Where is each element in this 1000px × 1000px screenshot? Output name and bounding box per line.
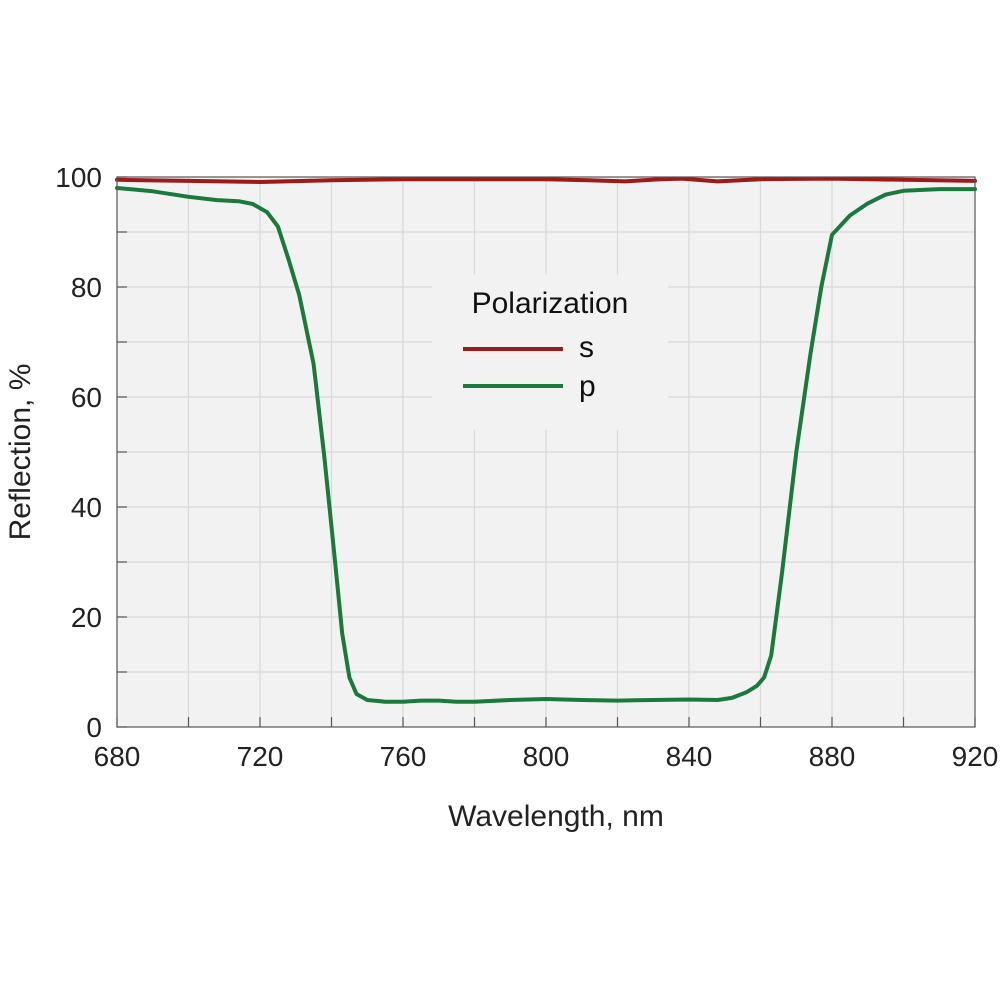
x-tick-label: 800 [523, 741, 570, 772]
series-line-p [115, 186, 977, 704]
y-tick-label: 40 [71, 492, 102, 523]
tick-labels: 680 720 760 800 840 880 920 0 20 40 60 80 100 [55, 162, 998, 772]
series-layer [115, 176, 977, 704]
x-tick-label: 840 [666, 741, 713, 772]
tick-marks [116, 176, 976, 728]
y-tick-label: 100 [55, 162, 102, 193]
series-line-s [115, 176, 977, 184]
legend-title: Polarization [472, 287, 629, 320]
x-tick-label: 680 [94, 741, 141, 772]
y-tick-label: 0 [86, 712, 102, 743]
legend-box [432, 275, 668, 430]
y-tick-label: 80 [71, 272, 102, 303]
y-tick-label: 60 [71, 382, 102, 413]
y-tick-label: 20 [71, 602, 102, 633]
legend: Polarization s p [432, 275, 668, 430]
x-tick-label: 760 [380, 741, 427, 772]
x-tick-label: 920 [952, 741, 999, 772]
x-axis-title: Wavelength, nm [448, 800, 664, 833]
legend-label-s: s [579, 331, 594, 364]
x-tick-label: 880 [809, 741, 856, 772]
legend-label-p: p [579, 370, 596, 403]
y-axis-title: Reflection, % [4, 364, 37, 541]
x-tick-label: 720 [237, 741, 284, 772]
